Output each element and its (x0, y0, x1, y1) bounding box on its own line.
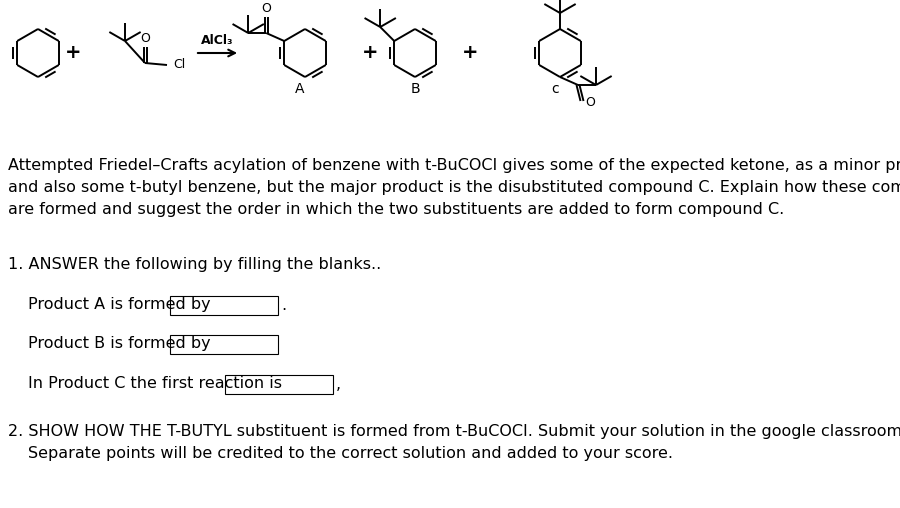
Text: O: O (261, 3, 271, 16)
Text: +: + (462, 44, 478, 62)
Text: O: O (585, 97, 595, 110)
Text: Separate points will be credited to the correct solution and added to your score: Separate points will be credited to the … (28, 446, 673, 461)
Text: +: + (362, 44, 378, 62)
Text: In Product C the first reaction is: In Product C the first reaction is (28, 376, 282, 391)
Bar (225, 375, 333, 394)
Text: Product A is formed by: Product A is formed by (28, 297, 211, 311)
Text: and also some t-butyl benzene, but the major product is the disubstituted compou: and also some t-butyl benzene, but the m… (8, 180, 900, 195)
Text: .: . (281, 298, 286, 312)
Text: 2. SHOW HOW THE T-BUTYL substituent is formed from t-BuCOCI. Submit your solutio: 2. SHOW HOW THE T-BUTYL substituent is f… (8, 424, 900, 439)
Text: B: B (410, 82, 419, 96)
Text: O: O (140, 33, 150, 46)
Text: ,: , (336, 377, 341, 392)
Text: Attempted Friedel–Crafts acylation of benzene with t-BuCOCI gives some of the ex: Attempted Friedel–Crafts acylation of be… (8, 158, 900, 173)
Text: A: A (295, 82, 305, 96)
Bar (170, 296, 278, 314)
Text: are formed and suggest the order in which the two substituents are added to form: are formed and suggest the order in whic… (8, 202, 784, 217)
Text: +: + (65, 44, 81, 62)
Bar (170, 335, 278, 354)
Text: 1. ANSWER the following by filling the blanks..: 1. ANSWER the following by filling the b… (8, 257, 382, 272)
Text: Product B is formed by: Product B is formed by (28, 336, 211, 351)
Text: Cl: Cl (173, 58, 185, 72)
Text: AlCl₃: AlCl₃ (202, 34, 234, 47)
Text: c: c (551, 82, 559, 96)
